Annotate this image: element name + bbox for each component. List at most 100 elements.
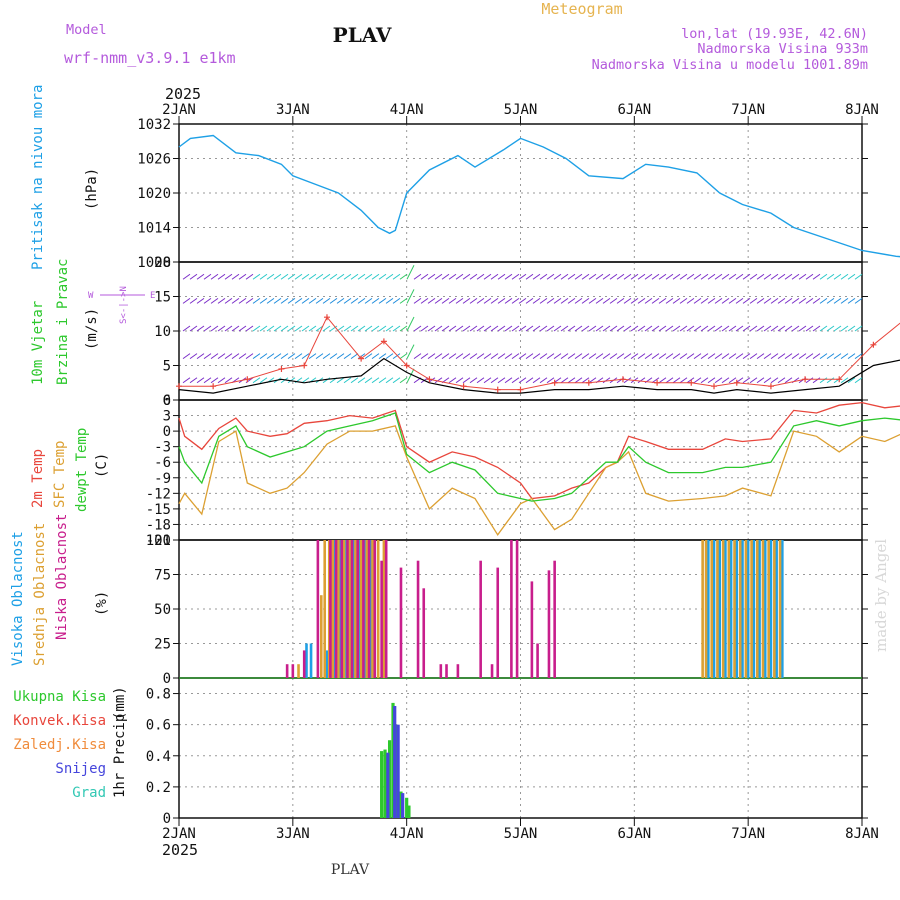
- wind-barb: [630, 273, 639, 280]
- wind-barb: [273, 273, 282, 280]
- wind-barb: [441, 325, 450, 332]
- wind-barb: [595, 297, 604, 304]
- wind-barb: [728, 377, 737, 384]
- wind-barb: [574, 325, 583, 332]
- wind-barb: [210, 377, 219, 384]
- wind-barb: [259, 353, 268, 360]
- wind-barb: [476, 325, 485, 332]
- wind-barb: [273, 353, 282, 360]
- x-tick-label-bottom: 2JAN: [162, 826, 196, 842]
- wind-barb: [315, 273, 324, 280]
- wind-barb: [630, 297, 639, 304]
- wind-barb: [700, 273, 709, 280]
- y-tick-label: 75: [154, 568, 171, 584]
- wind-barb: [714, 377, 723, 384]
- ukupna-bar: [399, 791, 403, 818]
- wind-barb: [833, 325, 842, 332]
- temp2m-line: [178, 401, 900, 500]
- wind-barb: [203, 273, 212, 280]
- y-tick-label: 0.6: [146, 718, 171, 734]
- wind-barb: [497, 273, 506, 280]
- wind-barb: [581, 297, 590, 304]
- wind-gust-marker: [460, 383, 467, 390]
- wind-barb: [462, 353, 471, 360]
- wind-gust-marker: [517, 386, 524, 393]
- wind-barb: [749, 325, 758, 332]
- wind-barb: [553, 353, 562, 360]
- wind-barb: [364, 273, 373, 280]
- wind-barb: [259, 273, 268, 280]
- wind-barb: [455, 297, 464, 304]
- wind-barb: [371, 353, 380, 360]
- wind-barb: [742, 353, 751, 360]
- temp2m-label: 2m Temp: [30, 449, 46, 508]
- wind-barb: [189, 325, 198, 332]
- temp-unit: (C): [94, 453, 110, 478]
- wind-barb: [777, 353, 786, 360]
- wind-ylabel-1: 10m Vjetar: [30, 301, 46, 385]
- y-tick-label: 0.8: [146, 687, 171, 703]
- wind-barb: [196, 297, 205, 304]
- wind-barb: [651, 325, 660, 332]
- wind-gust-marker: [767, 383, 774, 390]
- wind-barb: [854, 273, 863, 280]
- y-tick-label: -3: [154, 440, 171, 456]
- wind-barb: [651, 353, 660, 360]
- wind-barb: [231, 325, 240, 332]
- wind-gust-marker: [403, 362, 410, 369]
- niska-bar: [340, 540, 344, 678]
- wind-barb: [441, 273, 450, 280]
- wind-barb: [700, 297, 709, 304]
- niska-bar: [530, 581, 534, 678]
- niska-bar: [380, 560, 383, 678]
- wind-barb: [658, 325, 667, 332]
- wind-barb: [252, 325, 261, 332]
- visoka-bar: [718, 540, 722, 678]
- niska-bar: [329, 540, 332, 678]
- wind-barb: [476, 297, 485, 304]
- niska-bar: [285, 664, 289, 678]
- niska-bar: [479, 560, 482, 678]
- wind-barb: [308, 297, 317, 304]
- wind-gust-marker: [494, 386, 501, 393]
- snijeg-label: Snijeg: [55, 761, 106, 777]
- wind-barb: [532, 353, 541, 360]
- wind-barb: [728, 353, 737, 360]
- wind-barb: [399, 273, 408, 280]
- wind-barb: [441, 353, 450, 360]
- wind-barb: [343, 273, 352, 280]
- wind-barb: [350, 273, 359, 280]
- wind-barb: [651, 297, 660, 304]
- wind-barb: [224, 297, 233, 304]
- wind-barb: [539, 353, 548, 360]
- y-tick-label: 0: [163, 671, 171, 687]
- wind-barb: [560, 377, 569, 384]
- wind-barb: [742, 297, 751, 304]
- ukupna-bar: [405, 797, 409, 818]
- station-title: PLAV: [333, 23, 392, 47]
- wind-barb: [532, 325, 541, 332]
- wind-barb: [420, 297, 429, 304]
- wind-barb: [455, 377, 464, 384]
- srednja-bar: [773, 540, 776, 678]
- wind-barb: [518, 353, 527, 360]
- wind-barb: [238, 353, 247, 360]
- wind-barb: [182, 353, 191, 360]
- wind-barb: [329, 325, 338, 332]
- wind-barb: [721, 353, 730, 360]
- wind-barb: [679, 297, 688, 304]
- wind-barb: [693, 325, 702, 332]
- wind-barb: [623, 297, 632, 304]
- wind-barb: [665, 353, 674, 360]
- srednja-label: Srednja Oblacnost: [32, 523, 48, 666]
- srednja-bar: [721, 540, 725, 678]
- wind-barb: [392, 325, 401, 332]
- wind-barb: [581, 353, 590, 360]
- wind-barb: [525, 273, 534, 280]
- wind-barb: [518, 377, 527, 384]
- wind-barb: [504, 325, 513, 332]
- wind-barb: [308, 353, 317, 360]
- wind-barb: [469, 273, 478, 280]
- wind-gust-marker: [654, 379, 661, 386]
